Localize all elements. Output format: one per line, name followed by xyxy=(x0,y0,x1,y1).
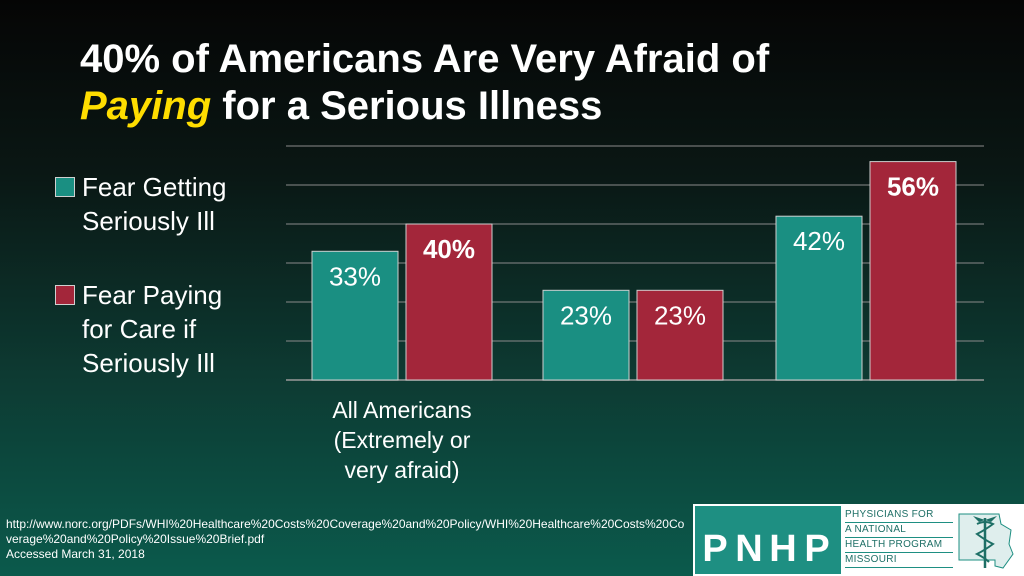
title-line-2-rest: for a Serious Illness xyxy=(211,84,603,128)
logo-letter: N xyxy=(735,528,763,570)
pnhp-logo-block: P N H P xyxy=(695,506,841,574)
data-label: 23% xyxy=(654,300,706,330)
bar xyxy=(636,289,724,381)
bar-chart: 33% 23% 42% 40% 23% 56% All Americans (Extremel… xyxy=(286,145,984,483)
title-highlight-word: Paying xyxy=(80,84,212,128)
category-label: very afraid) xyxy=(344,457,459,483)
bar xyxy=(775,215,863,381)
legend-label-line: Fear Paying xyxy=(82,280,223,310)
logo-text-line: MISSOURI xyxy=(845,553,953,568)
title-line-2: Paying for a Serious Illness xyxy=(80,83,980,130)
category-label: (Extremely or xyxy=(334,427,471,453)
bar xyxy=(311,250,399,381)
legend-swatch-teal xyxy=(55,177,75,197)
data-label: 23% xyxy=(560,300,612,330)
bar xyxy=(869,161,957,381)
logo-text-line: A NATIONAL xyxy=(845,523,953,538)
data-label: 56% xyxy=(887,172,939,202)
slide-title: 40% of Americans Are Very Afraid of Payi… xyxy=(80,36,980,130)
legend-label-line: Seriously Ill xyxy=(82,206,215,236)
legend-label-line: Seriously Ill xyxy=(82,348,215,378)
source-accessed-date: Accessed March 31, 2018 xyxy=(6,547,145,561)
logo-organization-text: PHYSICIANS FOR A NATIONAL HEALTH PROGRAM… xyxy=(845,508,953,568)
category-label: All Americans xyxy=(332,397,471,423)
data-label: 40% xyxy=(423,234,475,264)
caduceus-missouri-icon xyxy=(958,513,1014,569)
legend-label-fear-getting-ill: Fear Getting Seriously Ill xyxy=(82,170,282,238)
bar xyxy=(542,289,630,381)
logo-text-line: PHYSICIANS FOR xyxy=(845,508,953,523)
logo-letter: H xyxy=(769,528,797,570)
pnhp-logo: P N H P PHYSICIANS FOR A NATIONAL HEALTH… xyxy=(693,504,1024,576)
source-url: http://www.norc.org/PDFs/WHI%20Healthcar… xyxy=(6,517,685,546)
title-line-1: 40% of Americans Are Very Afraid of xyxy=(80,37,770,81)
bar xyxy=(405,223,493,381)
logo-letter: P xyxy=(804,528,830,570)
source-citation: http://www.norc.org/PDFs/WHI%20Healthcar… xyxy=(6,517,686,562)
logo-letter: P xyxy=(702,528,728,570)
data-label: 42% xyxy=(793,226,845,256)
legend-swatch-red xyxy=(55,285,75,305)
legend-label-line: for Care if xyxy=(82,314,197,344)
data-label: 33% xyxy=(329,261,381,291)
legend-label-fear-paying: Fear Paying for Care if Seriously Ill xyxy=(82,278,282,380)
legend-label-line: Fear Getting xyxy=(82,172,227,202)
logo-text-line: HEALTH PROGRAM xyxy=(845,538,953,553)
